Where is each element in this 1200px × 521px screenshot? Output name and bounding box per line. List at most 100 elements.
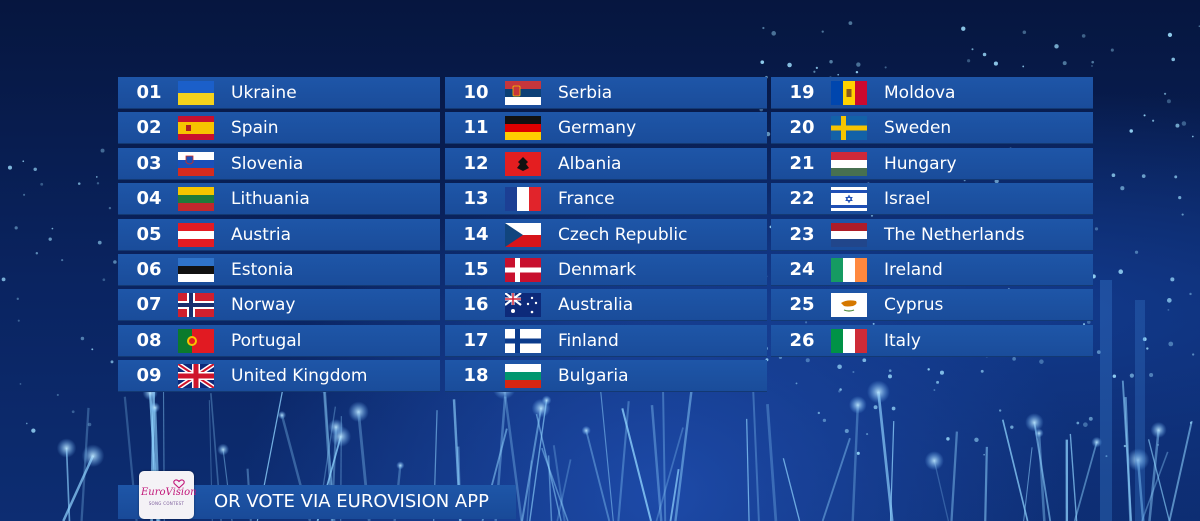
- running-order-number: 04: [136, 188, 162, 210]
- country-name: Finland: [558, 330, 619, 351]
- czech-republic-flag-icon: [505, 222, 541, 247]
- ireland-flag-icon: [831, 258, 867, 282]
- slovenia-flag-icon: [178, 151, 214, 176]
- running-order-number: 22: [789, 188, 815, 210]
- israel-flag-icon: [831, 187, 867, 212]
- running-order-row: 05 Austria: [118, 218, 440, 251]
- country-name: Austria: [231, 224, 292, 245]
- running-order-number: 13: [463, 188, 489, 210]
- country-name: Czech Republic: [558, 224, 688, 245]
- country-name: Italy: [884, 330, 921, 351]
- eurovision-logo: EuroVision SONG CONTEST: [139, 471, 197, 519]
- bulgaria-flag-icon: [505, 364, 541, 389]
- country-name: Norway: [231, 295, 296, 316]
- country-name: Moldova: [884, 83, 956, 103]
- eurovision-heart-logo-icon: [173, 479, 185, 489]
- country-name: Albania: [558, 153, 622, 174]
- running-order-number: 07: [136, 294, 162, 316]
- running-order-row: 20 Sweden: [771, 112, 1093, 145]
- running-order-row: 01 Ukraine: [118, 77, 440, 109]
- running-order-row: 07 Norway: [118, 289, 440, 322]
- country-name: Lithuania: [231, 189, 310, 210]
- netherlands-flag-icon: [831, 222, 867, 247]
- country-name: Bulgaria: [558, 366, 629, 387]
- albania-flag-icon: [505, 151, 541, 176]
- cyprus-flag-icon: [831, 293, 867, 318]
- country-name: Estonia: [231, 260, 294, 280]
- running-order-number: 08: [136, 329, 162, 351]
- running-order-number: 03: [136, 152, 162, 174]
- logo-subtitle: SONG CONTEST: [148, 501, 185, 506]
- running-order-number: 26: [789, 329, 815, 351]
- country-name: Israel: [884, 189, 931, 210]
- running-order-row: 14 Czech Republic: [445, 218, 767, 251]
- running-order-number: 06: [136, 259, 162, 280]
- running-order-number: 05: [136, 223, 162, 245]
- country-name: Denmark: [558, 260, 637, 280]
- running-order-row: 19 Moldova: [771, 77, 1093, 109]
- country-name: Slovenia: [231, 153, 304, 174]
- running-order-row: 18 Bulgaria: [445, 360, 767, 393]
- finland-flag-icon: [505, 328, 541, 353]
- country-name: Hungary: [884, 153, 957, 174]
- running-order-number: 11: [463, 117, 489, 139]
- austria-flag-icon: [178, 222, 214, 247]
- running-order-row: 10 Serbia: [445, 77, 767, 109]
- logo-wordmark: EuroVision: [141, 487, 197, 498]
- running-order-number: 16: [463, 294, 489, 316]
- running-order-number: 02: [136, 117, 162, 139]
- running-order-row: 04 Lithuania: [118, 183, 440, 216]
- running-order-row: 11 Germany: [445, 112, 767, 145]
- running-order-number: 25: [789, 294, 815, 316]
- country-name: Cyprus: [884, 295, 944, 316]
- running-order-row: 17 Finland: [445, 324, 767, 357]
- france-flag-icon: [505, 187, 541, 212]
- serbia-flag-icon: [505, 81, 541, 105]
- vote-banner-text: OR VOTE VIA EUROVISION APP: [214, 491, 489, 512]
- running-order-row: 22 Israel: [771, 183, 1093, 216]
- country-name: Germany: [558, 118, 637, 139]
- running-order-number: 20: [789, 117, 815, 139]
- running-order-number: 01: [136, 82, 162, 103]
- running-order-row: 03 Slovenia: [118, 147, 440, 180]
- running-order-row: 06 Estonia: [118, 254, 440, 286]
- running-order-row: 08 Portugal: [118, 324, 440, 357]
- country-name: France: [558, 189, 615, 210]
- italy-flag-icon: [831, 328, 867, 353]
- country-name: Ukraine: [231, 83, 297, 103]
- running-order-number: 12: [463, 152, 489, 174]
- running-order-number: 17: [463, 329, 489, 351]
- country-name: Portugal: [231, 330, 302, 351]
- running-order-number: 18: [463, 365, 489, 387]
- running-order-row: 23 The Netherlands: [771, 218, 1093, 251]
- running-order-row: 24 Ireland: [771, 254, 1093, 286]
- running-order-row: 02 Spain: [118, 112, 440, 145]
- running-order-number: 19: [789, 82, 815, 103]
- spain-flag-icon: [178, 116, 214, 141]
- running-order-row: 12 Albania: [445, 147, 767, 180]
- portugal-flag-icon: [178, 328, 214, 353]
- running-order-number: 10: [463, 82, 489, 103]
- germany-flag-icon: [505, 116, 541, 141]
- running-order-row: 26 Italy: [771, 324, 1093, 357]
- country-name: Sweden: [884, 118, 952, 139]
- country-name: Ireland: [884, 260, 943, 280]
- australia-flag-icon: [505, 293, 541, 318]
- running-order-row: 13 France: [445, 183, 767, 216]
- lithuania-flag-icon: [178, 187, 214, 212]
- sweden-flag-icon: [831, 116, 867, 141]
- running-order-number: 21: [789, 152, 815, 174]
- running-order-number: 14: [463, 223, 489, 245]
- united-kingdom-flag-icon: [178, 364, 214, 389]
- country-name: The Netherlands: [884, 224, 1025, 245]
- ukraine-flag-icon: [178, 81, 214, 105]
- norway-flag-icon: [178, 293, 214, 318]
- running-order-row: 15 Denmark: [445, 254, 767, 286]
- running-order-number: 24: [789, 259, 815, 280]
- country-name: Australia: [558, 295, 634, 316]
- country-name: Spain: [231, 118, 279, 139]
- denmark-flag-icon: [505, 258, 541, 282]
- running-order-number: 09: [136, 365, 162, 387]
- country-name: Serbia: [558, 83, 613, 103]
- country-name: United Kingdom: [231, 366, 368, 387]
